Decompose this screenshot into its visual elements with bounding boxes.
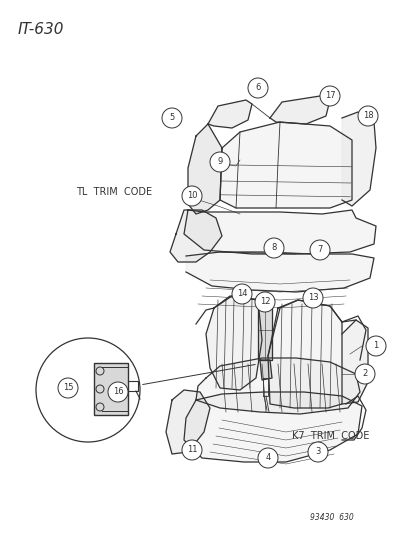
Circle shape xyxy=(307,442,327,462)
Circle shape xyxy=(182,440,202,460)
Text: 2: 2 xyxy=(361,369,367,378)
Text: 4: 4 xyxy=(265,454,270,463)
Circle shape xyxy=(231,284,252,304)
Circle shape xyxy=(309,240,329,260)
Text: K7  TRIM  CODE: K7 TRIM CODE xyxy=(291,431,368,441)
Circle shape xyxy=(209,152,230,172)
Circle shape xyxy=(357,106,377,126)
Text: 11: 11 xyxy=(186,446,197,455)
Circle shape xyxy=(254,292,274,312)
Polygon shape xyxy=(259,360,271,380)
Circle shape xyxy=(257,448,277,468)
Polygon shape xyxy=(341,320,367,404)
Text: 8: 8 xyxy=(271,244,276,253)
Text: 5: 5 xyxy=(169,114,174,123)
Polygon shape xyxy=(267,300,341,408)
Polygon shape xyxy=(166,390,209,454)
Polygon shape xyxy=(183,210,375,254)
Text: TL  TRIM  CODE: TL TRIM CODE xyxy=(76,187,152,197)
Text: 14: 14 xyxy=(236,289,247,298)
Text: 9: 9 xyxy=(217,157,222,166)
Text: 6: 6 xyxy=(255,84,260,93)
Polygon shape xyxy=(195,358,359,414)
Text: 15: 15 xyxy=(63,384,73,392)
Text: 10: 10 xyxy=(186,191,197,200)
Polygon shape xyxy=(269,96,329,124)
Circle shape xyxy=(58,378,78,398)
Circle shape xyxy=(263,238,283,258)
Text: 13: 13 xyxy=(307,294,318,303)
Circle shape xyxy=(354,364,374,384)
Polygon shape xyxy=(341,112,375,206)
Polygon shape xyxy=(183,392,361,462)
Text: 93430  630: 93430 630 xyxy=(309,513,353,522)
Polygon shape xyxy=(219,122,351,208)
Text: 16: 16 xyxy=(112,387,123,397)
Circle shape xyxy=(365,336,385,356)
Polygon shape xyxy=(257,300,271,360)
Text: 17: 17 xyxy=(324,92,335,101)
Circle shape xyxy=(161,108,182,128)
Text: IT-630: IT-630 xyxy=(18,22,64,37)
Circle shape xyxy=(108,382,128,402)
Text: 1: 1 xyxy=(373,342,378,351)
Polygon shape xyxy=(207,100,252,128)
Text: 7: 7 xyxy=(316,246,322,254)
Polygon shape xyxy=(170,210,221,262)
Text: 3: 3 xyxy=(315,448,320,456)
Bar xyxy=(94,363,128,415)
Circle shape xyxy=(182,186,202,206)
Circle shape xyxy=(247,78,267,98)
Circle shape xyxy=(302,288,322,308)
Polygon shape xyxy=(185,252,373,292)
Polygon shape xyxy=(206,296,261,390)
Circle shape xyxy=(36,338,140,442)
Polygon shape xyxy=(188,124,221,214)
Text: 18: 18 xyxy=(362,111,373,120)
Text: 12: 12 xyxy=(259,297,270,306)
Circle shape xyxy=(319,86,339,106)
